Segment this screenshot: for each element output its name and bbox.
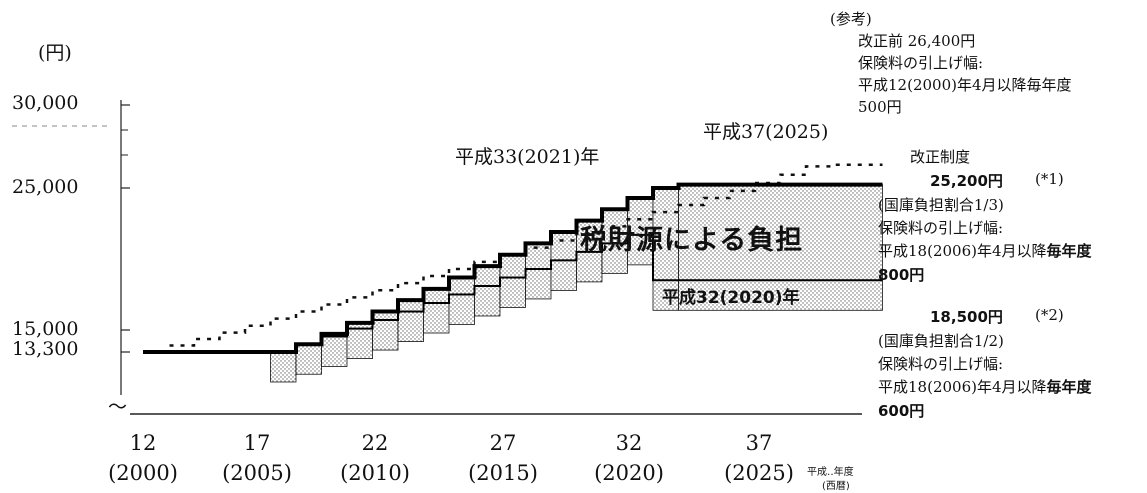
tax-band-step [448,277,475,325]
tax-band-step [372,311,399,351]
y-tick-label: 25,000 [12,176,79,198]
reform-amount-1: 25,200円 [930,172,1003,190]
series-reform-premium [270,233,883,353]
ref-line: 平成12(2000)年4月以降毎年度 [858,76,1072,94]
x-tick-label: 22 (2010) [340,431,410,485]
y-tick-label: 15,000 [12,318,79,340]
tax-band-step [397,299,424,342]
reform-amount-2: 18,500円 [930,308,1003,326]
reform-title: 改正制度 [910,148,971,166]
reform-increment-2: 600円 [878,402,925,420]
tax-band-label: 税財源による負担 [580,225,804,256]
reform-mark-1: (*1) [1035,170,1064,188]
y-tick-label: 13,300 [12,338,79,360]
y-axis-unit: (円) [38,42,72,64]
reform-detail: 平成18(2006)年4月以降毎年度 [878,378,1092,396]
x-tick-label: 32 (2020) [594,431,664,485]
tax-band-step [295,343,322,375]
tax-band-step [601,208,628,274]
tax-band-step [627,197,654,266]
annotation-h33: 平成33(2021)年 [455,146,600,168]
reform-detail: (国庫負担割合1/2) [878,332,1004,350]
axis-layer [12,100,862,415]
ref-line: 500円 [858,98,902,116]
x-tick-label: 37 (2025) [724,431,794,485]
y-tick-label: 30,000 [12,92,79,114]
annotation-h37: 平成37(2025) [703,121,829,143]
series-layer [143,163,883,354]
series-pre-reform [143,163,883,354]
tax-band-step [525,242,552,300]
reform-mark-2: (*2) [1035,306,1064,324]
tax-band-step [321,333,348,367]
reform-detail: (国庫負担割合1/3) [878,196,1004,214]
x-axis-label-sub: (西暦) [822,481,850,492]
tax-band-step [678,184,883,311]
tax-band-step [474,265,501,317]
x-tick-label: 17 (2005) [222,431,292,485]
x-axis-label: 平成‥年度 [807,467,854,478]
annotation-h32: 平成32(2020)年 [662,288,800,308]
ref-line: 保険料の引上げ幅: [858,54,984,72]
reform-increment-1: 800円 [878,266,925,284]
ref-title: (参考) [830,10,872,28]
ref-line: 改正前 26,400円 [858,32,976,50]
reform-detail: 保険料の引上げ幅: [878,219,1004,237]
tax-band-step [423,288,450,334]
x-tick-label: 12 (2000) [108,431,178,485]
tax-band-step [270,351,297,383]
x-tick-label: 27 (2015) [468,431,538,485]
tax-band-step [499,254,526,308]
reform-detail: 保険料の引上げ幅: [878,355,1004,373]
axis-break-symbol: 〜 [108,396,128,418]
reform-detail: 平成18(2006)年4月以降毎年度 [878,242,1092,260]
